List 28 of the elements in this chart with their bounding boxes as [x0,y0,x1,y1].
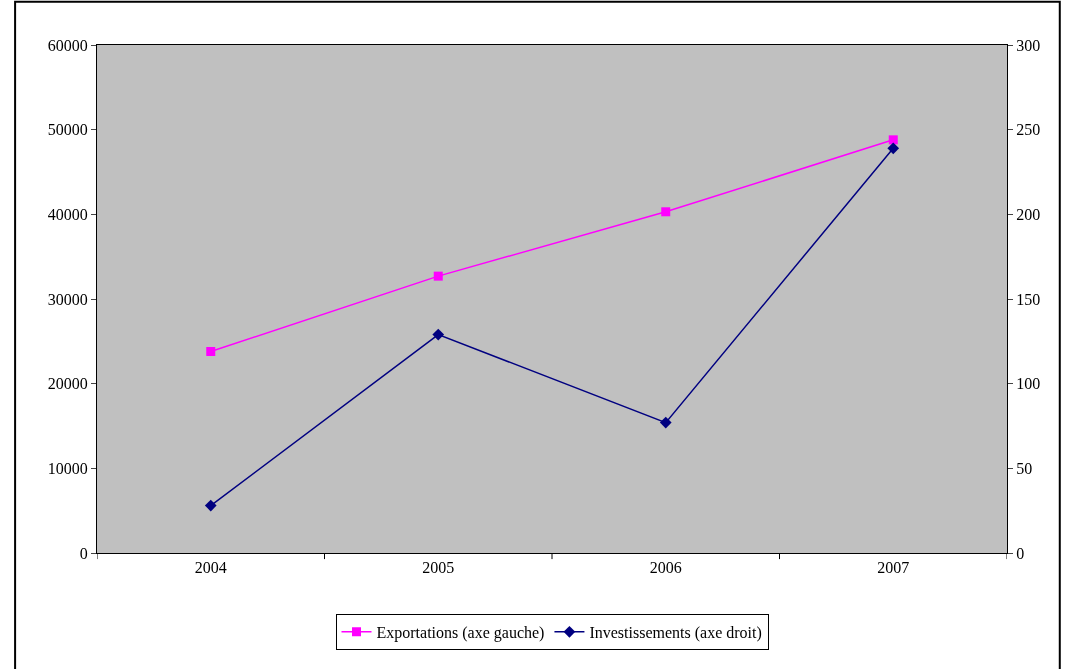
point [433,271,443,281]
y2-tick-label: 250 [1016,121,1041,139]
point [659,416,672,429]
y-tick-label: 50000 [47,121,88,139]
legend-label: Investissements (axe droit) [589,624,762,643]
x-tick-label: 2004 [194,559,227,577]
y2-tick-label: 100 [1016,375,1041,393]
y-tick-label: 20000 [47,375,88,393]
y-tick-label: 30000 [47,290,88,308]
y-tick-label: 40000 [47,205,88,223]
point [661,207,671,217]
point [206,346,216,356]
point [204,499,217,512]
legend-label: Exportations (axe gauche) [376,624,545,643]
y-tick-label: 0 [79,544,88,562]
x-tick-label: 2006 [649,559,682,577]
x-tick-label: 2007 [877,559,910,577]
y-tick-label: 60000 [47,36,88,54]
x-tick-label: 2005 [422,559,455,577]
point [888,135,898,145]
y2-tick-label: 0 [1016,544,1025,562]
y2-tick-label: 300 [1016,36,1041,54]
y2-tick-label: 200 [1016,205,1041,223]
y2-tick-label: 150 [1016,290,1041,308]
point [887,142,900,155]
y2-tick-label: 50 [1016,459,1033,477]
point [432,328,445,341]
y-tick-label: 10000 [47,459,88,477]
